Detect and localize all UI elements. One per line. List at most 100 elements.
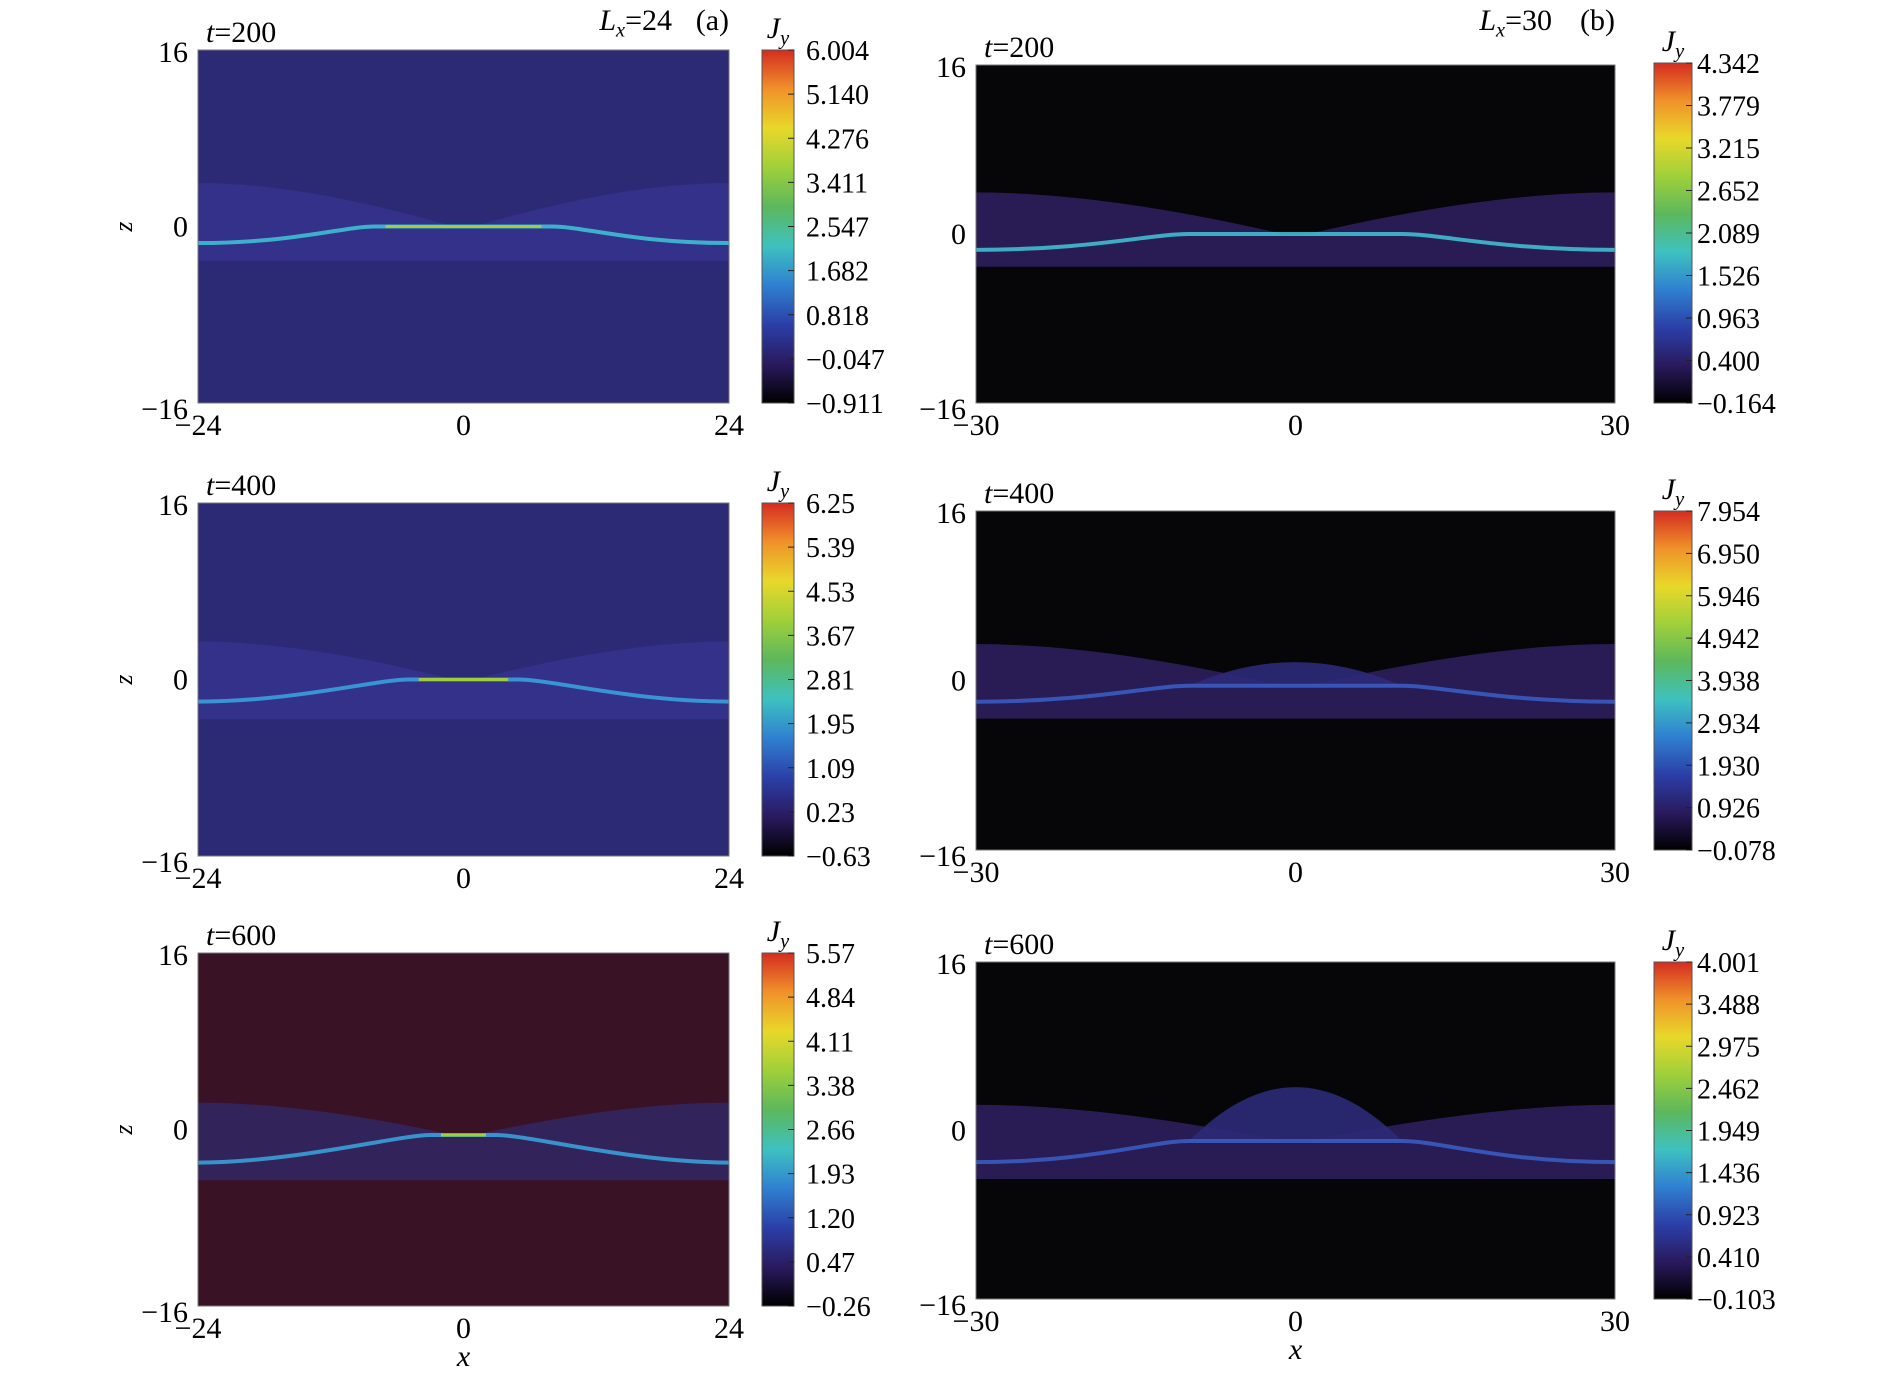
colorbar-tick-label: 6.004 — [806, 36, 869, 67]
colorbar-tick-label: −0.164 — [1697, 389, 1776, 420]
colorbar-tick-label: 1.682 — [806, 257, 869, 288]
colorbar-tick-label: 3.938 — [1697, 667, 1760, 698]
x-tick-label: −24 — [175, 409, 222, 442]
colorbar-tick-label: 5.140 — [806, 80, 869, 111]
x-tick-label: −24 — [175, 862, 222, 895]
colorbar-gradient — [1653, 961, 1693, 1300]
colorbar-title: Jy — [767, 915, 790, 953]
time-label: t=400 — [206, 469, 276, 502]
colorbar-tick-label: 2.652 — [1697, 177, 1760, 208]
x-tick-label: −30 — [953, 409, 1000, 442]
panel-b-t200: t=200 16 0 −16−30 0 30 Jy 4.342 3.779 3.215 2.652 2… — [919, 25, 1776, 442]
y-tick-label: 0 — [173, 1114, 188, 1147]
colorbar: Jy 4.342 3.779 3.215 2.652 2.089 1.526 0.963 0.4… — [1653, 25, 1776, 420]
plot-frame — [197, 952, 730, 1307]
colorbar-title: Jy — [1662, 924, 1685, 962]
colorbar-tick-label: 5.946 — [1697, 582, 1760, 613]
magnetic-island — [1189, 662, 1402, 686]
y-tick-label: 16 — [936, 51, 966, 84]
time-label: t=200 — [206, 16, 276, 49]
colorbar-tick-label: 1.09 — [806, 754, 855, 785]
colorbar-tick-label: 5.39 — [806, 533, 855, 564]
colorbar-tick-label: 1.93 — [806, 1160, 855, 1191]
x-axis-label: x — [1288, 1333, 1303, 1366]
y-axis-label: z — [109, 674, 138, 685]
y-tick-label: 16 — [158, 489, 188, 522]
x-tick-label: −24 — [175, 1312, 222, 1345]
colorbar-tick-label: 1.930 — [1697, 751, 1760, 782]
y-axis-label: z — [109, 1124, 138, 1135]
plot-frame — [975, 64, 1616, 404]
colorbar-tick-label: 5.57 — [806, 939, 855, 970]
separatrix-region — [976, 644, 1615, 719]
colorbar-title: Jy — [1662, 473, 1685, 511]
colorbar-tick-label: 3.488 — [1697, 990, 1760, 1021]
time-label: t=600 — [984, 928, 1054, 961]
colorbar-tick-label: 4.53 — [806, 577, 855, 608]
colorbar-tick-label: 0.926 — [1697, 794, 1760, 825]
heatmap-field — [976, 644, 1615, 719]
colorbar-tick-label: −0.078 — [1697, 836, 1776, 867]
y-tick-label: −16 — [141, 1296, 188, 1329]
colorbar-tick-label: 3.38 — [806, 1071, 855, 1102]
x-tick-label: 0 — [1288, 856, 1303, 889]
panel-b-t400: t=400 16 0 −16−30 0 30 Jy 7.954 6.950 5.946 4.942 3… — [919, 473, 1776, 889]
panel-a-t600: t=600 16 0 −16 z −24 0 24 x Jy 5.57 4.84 4.11 3.38 2.6… — [109, 915, 871, 1373]
colorbar: Jy 7.954 6.950 5.946 4.942 3.938 2.934 1.930 0.9… — [1653, 473, 1776, 867]
x-tick-label: 0 — [1288, 409, 1303, 442]
colorbar-tick-label: 4.342 — [1697, 49, 1760, 80]
colorbar-tick-label: −0.63 — [806, 842, 871, 873]
y-tick-label: 16 — [936, 497, 966, 530]
column-header-b: Lx=30 — [1478, 4, 1552, 42]
colorbar-tick-label: 3.215 — [1697, 134, 1760, 165]
colorbar-tick-label: 1.949 — [1697, 1117, 1760, 1148]
x-tick-label: 24 — [714, 862, 744, 895]
colorbar: Jy 5.57 4.84 4.11 3.38 2.66 1.93 1.20 0.47 −0.26 — [761, 915, 871, 1323]
panel-a-t400: t=400 16 0 −16 z −24 0 24 Jy 6.25 5.39 4.53 3.67 2.81… — [109, 465, 871, 895]
colorbar-tick-label: 0.963 — [1697, 304, 1760, 335]
time-label: t=200 — [984, 31, 1054, 64]
x-tick-label: 0 — [1288, 1305, 1303, 1338]
colorbar-title: Jy — [767, 12, 790, 50]
colorbar-tick-label: 7.954 — [1697, 497, 1760, 528]
colorbar: Jy 6.004 5.140 4.276 3.411 2.547 1.682 0.818 −0.… — [761, 12, 885, 420]
x-tick-label: 0 — [456, 862, 471, 895]
colorbar-tick-label: 2.975 — [1697, 1032, 1760, 1063]
y-tick-label: −16 — [141, 393, 188, 426]
colorbar-tick-label: 1.20 — [806, 1204, 855, 1235]
x-tick-label: 24 — [714, 409, 744, 442]
column-header-a: Lx=24 — [598, 4, 672, 42]
y-tick-label: 16 — [936, 948, 966, 981]
magnetic-island — [1189, 1087, 1402, 1142]
y-tick-label: 16 — [158, 939, 188, 972]
colorbar-tick-label: 0.818 — [806, 301, 869, 332]
colorbar-tick-label: 1.526 — [1697, 262, 1760, 293]
time-label: t=600 — [206, 919, 276, 952]
heatmap-field — [198, 183, 729, 261]
colorbar-tick-label: −0.047 — [806, 345, 885, 376]
plot-frame — [197, 49, 730, 404]
colorbar-tick-label: 4.84 — [806, 983, 855, 1014]
y-tick-label: −16 — [919, 1289, 966, 1322]
heatmap-field — [976, 1087, 1615, 1179]
colorbar-tick-label: 0.410 — [1697, 1243, 1760, 1274]
current-sheet — [976, 232, 1615, 252]
panel-label-a: (a) — [696, 4, 729, 37]
x-tick-label: 30 — [1600, 1305, 1630, 1338]
plot-frame — [975, 961, 1616, 1300]
colorbar-tick-label: −0.26 — [806, 1292, 871, 1323]
separatrix-region — [198, 183, 729, 261]
colorbar-tick-label: −0.911 — [806, 389, 884, 420]
y-tick-label: −16 — [919, 840, 966, 873]
colorbar-tick-label: 2.462 — [1697, 1074, 1760, 1105]
heatmap-field — [198, 1102, 729, 1181]
y-tick-label: 0 — [951, 1115, 966, 1148]
x-tick-label: −30 — [953, 856, 1000, 889]
current-sheet — [976, 1139, 1615, 1165]
colorbar-tick-label: −0.103 — [1697, 1285, 1776, 1316]
colorbar-tick-label: 4.001 — [1697, 948, 1760, 979]
colorbar-tick-label: 1.95 — [806, 710, 855, 741]
colorbar-tick-label: 0.23 — [806, 798, 855, 829]
colorbar-tick-label: 0.923 — [1697, 1201, 1760, 1232]
